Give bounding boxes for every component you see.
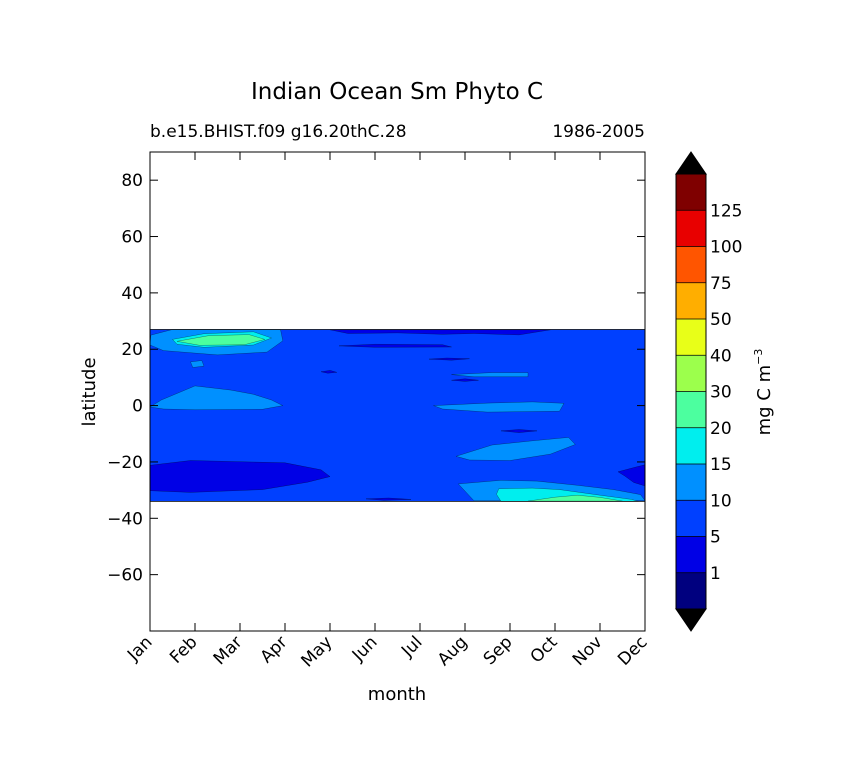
colorbar-swatch xyxy=(676,500,706,537)
x-tick-label: Jan xyxy=(123,632,156,665)
colorbar-tick-label: 125 xyxy=(710,201,742,221)
contour-region-6 xyxy=(451,372,529,377)
contour-region-4 xyxy=(150,385,284,411)
colorbar-swatch xyxy=(676,210,706,247)
contour-region-11 xyxy=(329,329,551,336)
colorbar-swatch xyxy=(676,464,706,501)
plot-border xyxy=(149,151,646,632)
x-tick-label: May xyxy=(298,632,337,671)
colorbar-tick-label: 30 xyxy=(710,383,732,403)
contour-region-5 xyxy=(433,401,565,413)
y-axis-label: latitude xyxy=(79,357,100,426)
contour-region-18 xyxy=(365,497,412,501)
colorbar-label-unit: mg C m xyxy=(754,365,775,436)
colorbar-tick-label: 100 xyxy=(710,238,742,258)
y-tick-label: 60 xyxy=(121,228,143,248)
plot-frame xyxy=(149,151,646,632)
chart-subtitle-right: 1986-2005 xyxy=(552,122,645,142)
y-tick-label: 0 xyxy=(132,397,143,417)
x-tick-label: Nov xyxy=(569,632,607,670)
colorbar-label-exponent: −3 xyxy=(752,349,765,365)
y-tick-label: −60 xyxy=(107,566,143,586)
x-tick-label: Feb xyxy=(166,632,201,667)
contour-region-15 xyxy=(320,370,337,374)
colorbar-label: mg C m−3 xyxy=(752,349,775,436)
contour-region-2 xyxy=(176,334,266,346)
colorbar-tick-label: 75 xyxy=(710,274,732,294)
y-tick-label: −40 xyxy=(107,509,143,529)
y-axis: 80 60 40 20 0 −20 −40 −60 xyxy=(107,171,645,586)
y-tick-label: 20 xyxy=(121,340,143,360)
colorbar-swatch xyxy=(676,536,706,573)
contour-region-14 xyxy=(451,378,479,382)
x-tick-label: Dec xyxy=(614,632,651,669)
contour-region-19 xyxy=(617,464,645,487)
x-tick-label: Sep xyxy=(480,632,517,669)
x-axis-label: month xyxy=(368,684,426,705)
colorbar-swatch xyxy=(676,246,706,283)
colorbar-tick-label: 15 xyxy=(710,455,732,475)
contour-region-12 xyxy=(338,343,452,348)
contour-region-3 xyxy=(190,360,205,368)
colorbar-tick-label: 50 xyxy=(710,310,732,330)
colorbar-tick-label: 1 xyxy=(710,564,721,584)
colorbar-tick-label: 5 xyxy=(710,528,721,548)
colorbar-tick-label: 40 xyxy=(710,346,732,366)
colorbar-tick-label: 10 xyxy=(710,491,732,511)
x-tick-label: Jul xyxy=(397,632,426,661)
x-tick-label: Aug xyxy=(434,632,472,670)
colorbar-extend-max xyxy=(675,151,707,175)
colorbar-swatch xyxy=(676,427,706,464)
contour-region-7 xyxy=(455,437,576,461)
contour-region-17 xyxy=(150,460,331,493)
colorbar-swatch xyxy=(676,282,706,319)
colorbar-tick-label: 20 xyxy=(710,419,732,439)
colorbar-swatch xyxy=(676,572,706,609)
y-tick-label: 40 xyxy=(121,284,143,304)
colorbar-swatch xyxy=(676,319,706,356)
x-tick-label: Oct xyxy=(527,632,562,667)
colorbar-swatch xyxy=(676,391,706,428)
plot-area xyxy=(150,152,645,631)
x-tick-label: Mar xyxy=(210,632,247,669)
y-tick-label: −20 xyxy=(107,453,143,473)
colorbar-extend-min xyxy=(675,608,707,632)
x-tick-label: Jun xyxy=(348,632,382,666)
chart-subtitle-left: b.e15.BHIST.f09 g16.20thC.28 xyxy=(150,122,407,142)
contour-region-13 xyxy=(428,357,470,361)
chart-title: Indian Ocean Sm Phyto C xyxy=(251,79,543,105)
contour-region-16 xyxy=(500,429,538,433)
y-tick-label: 80 xyxy=(121,171,143,191)
x-tick-label: Apr xyxy=(257,632,292,667)
colorbar-swatch xyxy=(676,355,706,392)
colorbar-swatch xyxy=(676,174,706,211)
